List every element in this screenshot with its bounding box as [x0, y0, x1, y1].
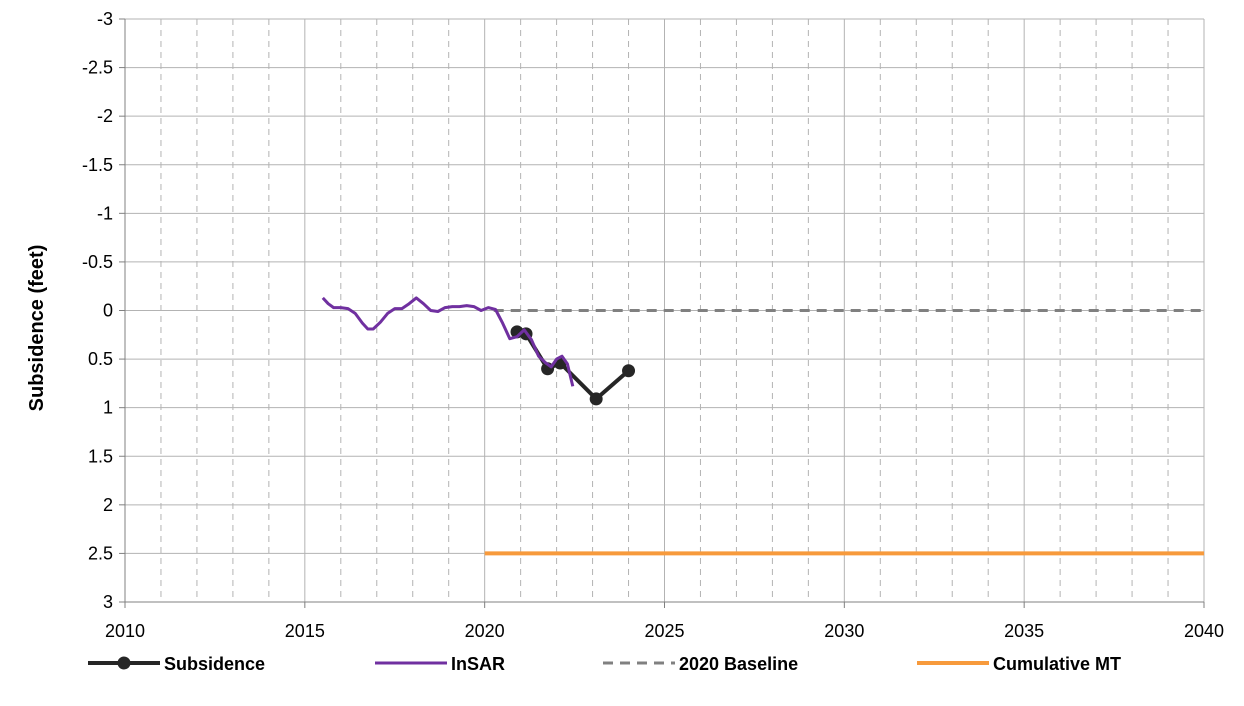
y-axis-title: Subsidence (feet) — [26, 245, 48, 412]
subsidence-marker — [589, 392, 603, 406]
legend-label-insar: InSAR — [451, 654, 505, 674]
insar-line — [321, 296, 575, 387]
x-tick-labels: 2010 2015 2020 2025 2030 2035 2040 — [105, 621, 1224, 641]
y-tick-label: -0.5 — [82, 252, 113, 272]
legend-label-2020-baseline: 2020 Baseline — [679, 654, 798, 674]
y-tick-labels: -3 -2.5 -2 -1.5 -1 -0.5 0 0.5 1 1.5 2 2.5 3 — [82, 9, 113, 612]
data-series — [321, 296, 1204, 556]
y-tick-label: 0 — [103, 301, 113, 321]
y-tick-label: 2.5 — [88, 543, 113, 563]
x-tick-label: 2040 — [1184, 621, 1224, 641]
y-tick-label: 2 — [103, 495, 113, 515]
y-tick-label: -1 — [97, 203, 113, 223]
x-tick-label: 2025 — [644, 621, 684, 641]
axes — [119, 18, 1205, 608]
legend-label-cumulative-mt: Cumulative MT — [993, 654, 1121, 674]
legend-label-subsidence: Subsidence — [164, 654, 265, 674]
y-tick-label: 1.5 — [88, 446, 113, 466]
y-tick-label: 1 — [103, 398, 113, 418]
x-tick-label: 2010 — [105, 621, 145, 641]
legend: Subsidence InSAR 2020 Baseline Cumulative M… — [88, 654, 1121, 674]
y-tick-label: -2.5 — [82, 58, 113, 78]
x-tick-label: 2035 — [1004, 621, 1044, 641]
x-tick-label: 2020 — [465, 621, 505, 641]
y-tick-label: -1.5 — [82, 155, 113, 175]
legend-marker-subsidence — [117, 656, 131, 670]
x-tick-label: 2030 — [824, 621, 864, 641]
x-tick-label: 2015 — [285, 621, 325, 641]
subsidence-marker — [622, 364, 636, 378]
y-tick-label: -3 — [97, 9, 113, 29]
y-tick-label: 3 — [103, 592, 113, 612]
y-tick-label: -2 — [97, 106, 113, 126]
y-tick-label: 0.5 — [88, 349, 113, 369]
